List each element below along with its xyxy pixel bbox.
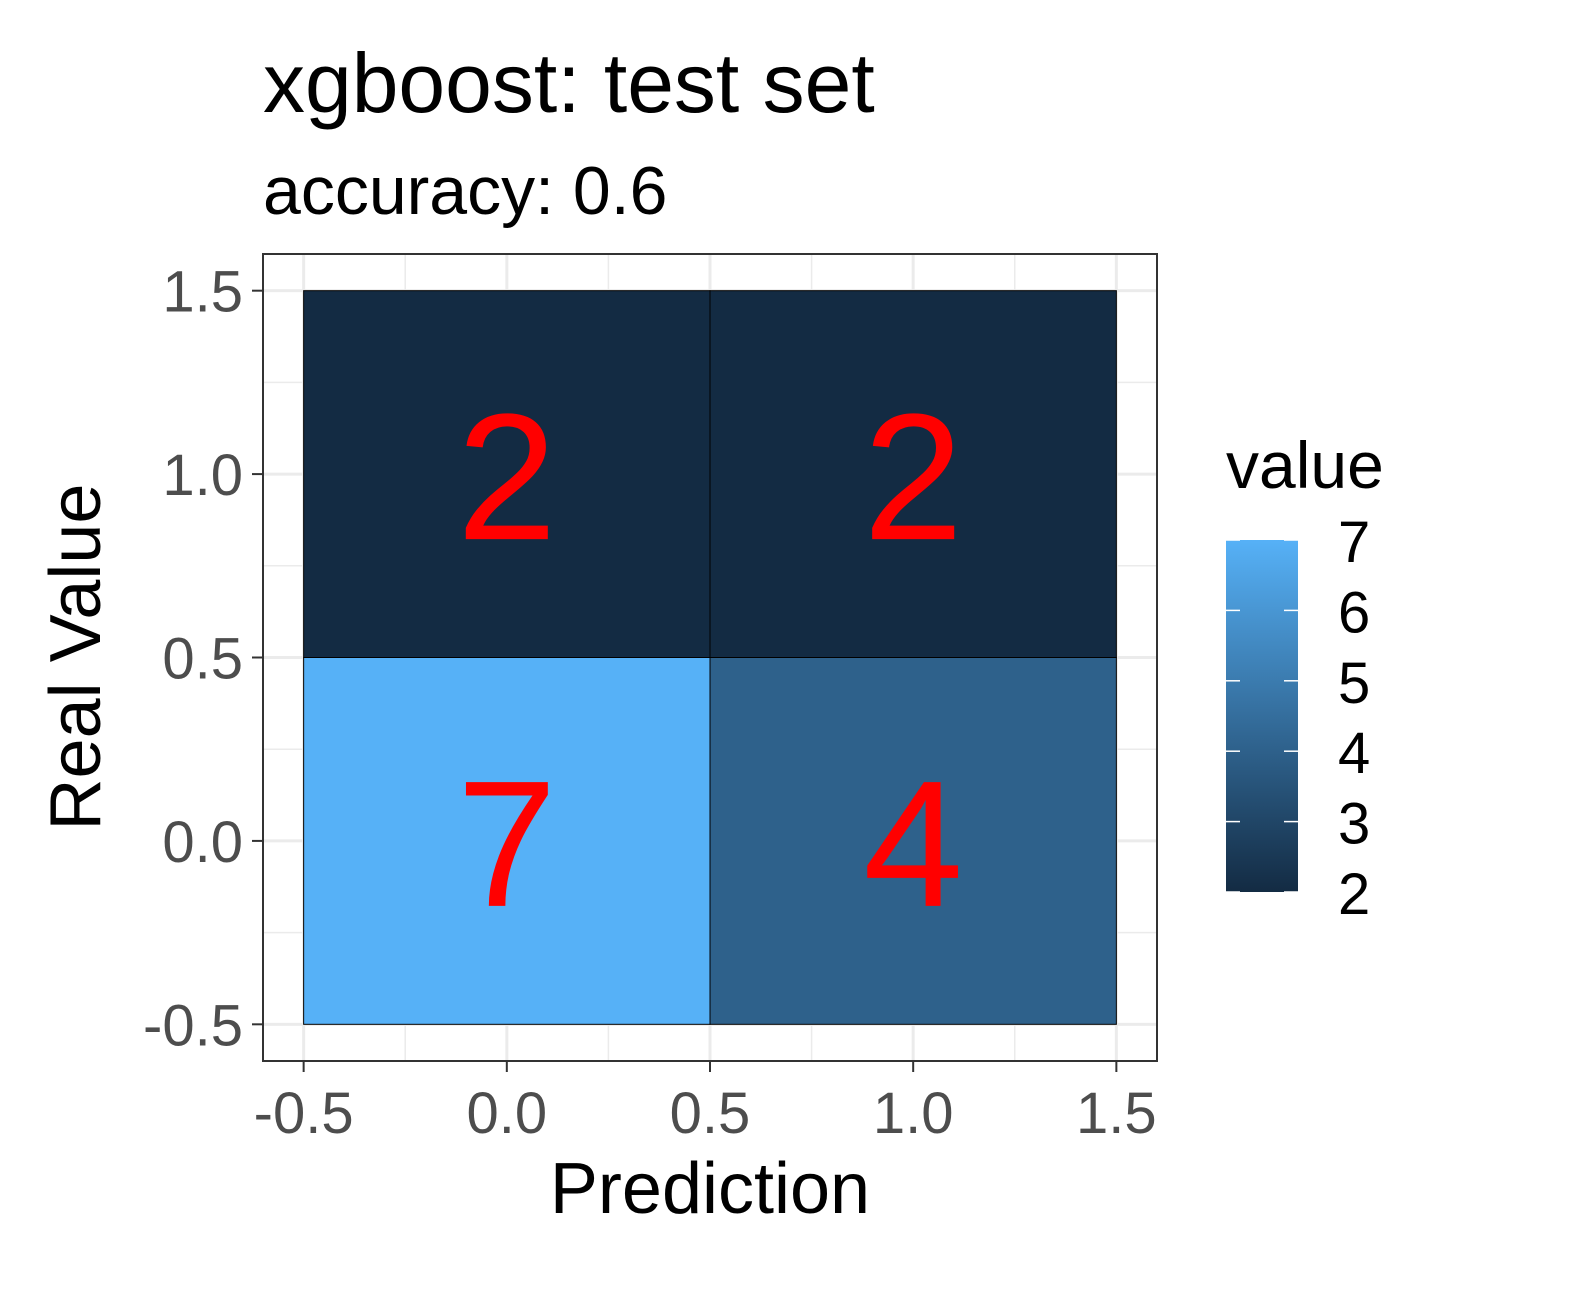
legend-ticks — [1226, 539, 1298, 893]
legend-label: 5 — [1338, 651, 1370, 716]
heatmap-tiles — [303, 290, 1117, 1025]
legend-label: 6 — [1338, 580, 1370, 645]
x-axis-label: Prediction — [550, 1149, 870, 1229]
x-tick-label: 0.5 — [670, 1081, 751, 1146]
heatmap-tile — [709, 290, 1117, 658]
legend-title: value — [1226, 428, 1384, 502]
x-tick-label: -0.5 — [254, 1081, 354, 1146]
y-axis-label: Real Value — [36, 484, 116, 831]
y-tick-label: 0.5 — [162, 627, 243, 692]
x-tick-label: 0.0 — [466, 1081, 547, 1146]
x-tick-label: 1.0 — [873, 1081, 954, 1146]
cell-labels: 2 2 7 4 — [457, 377, 963, 945]
legend-colorbar — [1226, 540, 1298, 892]
x-tick-label: 1.5 — [1076, 1081, 1157, 1146]
y-tick-label: 0.0 — [162, 810, 243, 875]
y-tick-label: -0.5 — [143, 993, 243, 1058]
cell-label: 7 — [457, 744, 557, 945]
heatmap-tile — [303, 657, 711, 1025]
y-axis: -0.5 0.0 0.5 1.0 1.5 — [143, 260, 263, 1058]
y-tick-label: 1.5 — [162, 260, 243, 325]
cell-label: 2 — [457, 377, 557, 578]
chart-title: xgboost: test set — [263, 36, 875, 130]
y-tick-label: 1.0 — [162, 443, 243, 508]
legend-label: 7 — [1338, 510, 1370, 575]
chart-subtitle: accuracy: 0.6 — [263, 153, 667, 229]
cell-label: 4 — [863, 744, 963, 945]
heatmap-tile — [709, 657, 1117, 1025]
legend-label: 3 — [1338, 792, 1370, 857]
legend-label: 4 — [1338, 721, 1370, 786]
cell-label: 2 — [863, 377, 963, 578]
legend-label: 2 — [1338, 862, 1370, 927]
x-axis: -0.5 0.0 0.5 1.0 1.5 — [254, 1061, 1157, 1146]
